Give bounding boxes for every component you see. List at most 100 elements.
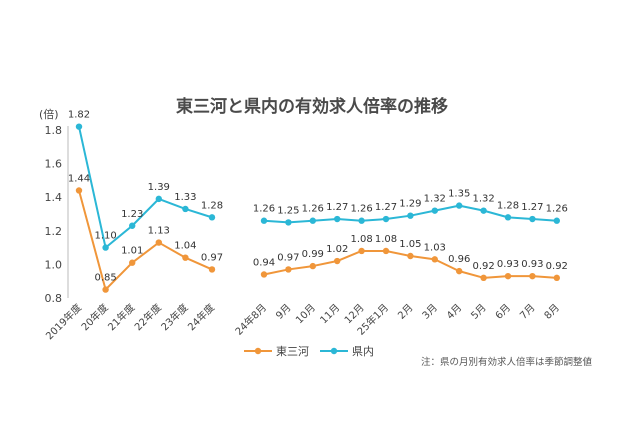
data-point-aichi <box>358 217 365 224</box>
data-point-aichi <box>431 207 438 214</box>
y-tick-label: 0.8 <box>45 292 63 305</box>
data-point-higashi-mikawa <box>155 239 162 246</box>
data-point-higashi-mikawa <box>504 272 512 280</box>
data-label: 0.94 <box>253 257 275 268</box>
data-label: 0.97 <box>201 252 223 263</box>
series-line-higashi-mikawa <box>78 190 213 291</box>
data-label: 1.02 <box>326 244 348 255</box>
data-point-aichi <box>75 123 83 130</box>
legend-marker-higashi-mikawa <box>254 347 262 355</box>
data-point-aichi <box>334 215 341 223</box>
y-tick-label: 1.6 <box>45 158 63 171</box>
data-point-higashi-mikawa <box>260 271 268 278</box>
x-tick-label: 6月 <box>493 302 513 322</box>
data-point-higashi-mikawa <box>480 274 487 282</box>
x-tick-label: 10月 <box>293 302 318 327</box>
x-tick-label: 21年度 <box>105 301 137 333</box>
data-point-higashi-mikawa <box>553 274 560 282</box>
data-label: 1.08 <box>350 234 372 245</box>
legend-marker-aichi <box>330 347 338 355</box>
x-tick-label: 24年8月 <box>232 301 269 338</box>
data-label: 0.92 <box>472 261 494 272</box>
legend-label-higashi-mikawa: 東三河 <box>276 345 309 358</box>
data-point-higashi-mikawa <box>285 266 292 273</box>
x-tick-label: 5月 <box>469 302 489 322</box>
data-point-aichi <box>456 202 463 209</box>
data-label: 1.26 <box>350 204 372 215</box>
data-label: 0.96 <box>448 254 470 265</box>
data-label: 1.27 <box>521 202 543 213</box>
data-point-higashi-mikawa <box>309 262 316 270</box>
data-point-higashi-mikawa <box>102 286 109 293</box>
data-point-aichi <box>309 217 316 224</box>
data-label: 1.28 <box>497 200 519 211</box>
data-point-aichi <box>553 217 560 224</box>
y-tick-label: 1.4 <box>45 191 63 204</box>
y-tick-label: 1.0 <box>45 258 63 271</box>
data-label: 1.23 <box>121 209 143 220</box>
data-label: 1.35 <box>448 189 470 200</box>
data-point-higashi-mikawa <box>407 252 414 260</box>
data-label: 1.82 <box>68 110 90 121</box>
x-tick-label: 24年度 <box>185 301 217 333</box>
data-label: 1.26 <box>546 204 568 215</box>
data-point-aichi <box>529 215 536 223</box>
data-point-aichi <box>155 195 162 203</box>
series-line-aichi <box>78 126 213 249</box>
data-label: 1.04 <box>174 241 196 252</box>
data-point-higashi-mikawa <box>382 247 390 255</box>
data-label: 1.29 <box>399 199 421 210</box>
data-label: 1.26 <box>302 204 324 215</box>
legend-label-aichi: 県内 <box>352 344 374 358</box>
data-point-higashi-mikawa <box>456 267 463 275</box>
chart-note: 注：県の月別有効求人倍率は季節調整値 <box>421 356 593 368</box>
data-point-higashi-mikawa <box>75 187 83 194</box>
data-point-aichi <box>407 212 414 219</box>
data-label: 1.44 <box>68 173 90 184</box>
data-point-higashi-mikawa <box>208 266 216 273</box>
x-tick-label: 2019年度 <box>43 301 84 342</box>
data-point-aichi <box>102 244 109 251</box>
x-tick-label: 20年度 <box>78 301 110 333</box>
x-tick-label: 22年度 <box>132 301 164 333</box>
x-tick-label: 2月 <box>395 302 415 322</box>
data-label: 0.93 <box>521 259 543 270</box>
data-point-higashi-mikawa <box>334 257 341 265</box>
data-point-aichi <box>504 214 512 221</box>
data-labels: 1.44 0.85 1.01 1.13 1.04 0.97 1.82 1.10 1.23 1.39… <box>68 110 568 284</box>
data-label: 1.27 <box>375 202 397 213</box>
y-axis-unit: (倍) <box>39 107 59 121</box>
data-label: 1.32 <box>424 194 446 205</box>
x-tick-label: 11月 <box>318 302 343 327</box>
data-point-higashi-mikawa <box>431 256 438 263</box>
data-label: 1.32 <box>472 194 494 205</box>
data-label: 1.10 <box>94 231 116 242</box>
y-ticks: 0.8 1.0 1.2 1.4 1.6 1.8 <box>45 124 63 305</box>
legend: 東三河 県内 <box>244 344 374 358</box>
data-label: 0.92 <box>546 261 568 272</box>
data-point-aichi <box>208 214 216 221</box>
data-label: 0.85 <box>94 273 116 284</box>
x-tick-label: 4月 <box>444 302 464 322</box>
data-point-aichi <box>260 217 268 224</box>
data-point-higashi-mikawa <box>529 272 536 280</box>
data-point-aichi <box>480 207 487 214</box>
x-tick-label: 9月 <box>273 302 293 322</box>
data-label: 1.28 <box>201 200 223 211</box>
x-tick-label: 8月 <box>542 302 562 322</box>
x-tick-label: 23年度 <box>158 301 190 333</box>
data-label: 1.13 <box>148 226 170 237</box>
x-tick-label: 7月 <box>517 302 537 322</box>
chart-title: 東三河と県内の有効求人倍率の推移 <box>176 96 448 117</box>
data-label: 1.01 <box>121 246 143 257</box>
data-label: 0.99 <box>302 249 324 260</box>
data-label: 1.39 <box>148 182 170 193</box>
y-tick-label: 1.8 <box>45 124 63 137</box>
data-label: 1.03 <box>424 242 446 253</box>
data-point-higashi-mikawa <box>358 247 365 255</box>
data-label: 1.25 <box>277 205 299 216</box>
series-points <box>75 123 560 293</box>
data-label: 1.26 <box>253 204 275 215</box>
